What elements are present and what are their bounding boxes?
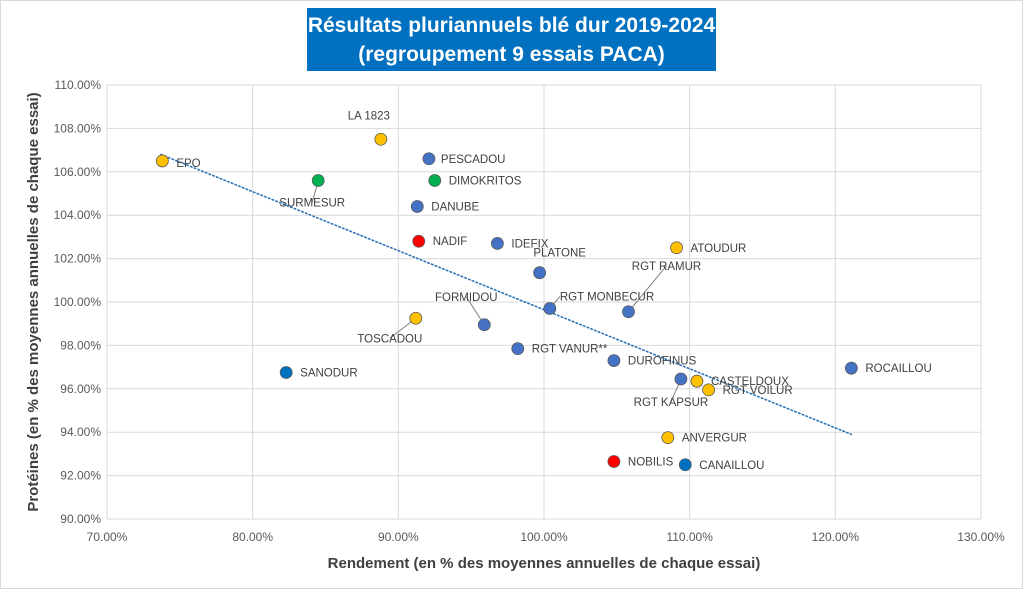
chart-subtitle: (regroupement 9 essais PACA) <box>358 43 665 66</box>
data-label: DUROFINUS <box>628 356 697 368</box>
data-point <box>670 241 683 255</box>
gridlines <box>106 84 982 520</box>
data-label: RGT VANUR** <box>532 344 608 356</box>
y-tick-label: 90.00% <box>60 512 101 526</box>
data-point <box>543 302 557 315</box>
x-tick-label: 130.00% <box>957 530 1005 544</box>
y-tick-label: 98.00% <box>60 338 101 352</box>
data-label: ROCAILLOU <box>865 363 931 375</box>
data-point <box>533 266 547 280</box>
data-point <box>511 342 525 356</box>
data-point <box>661 431 675 445</box>
data-point <box>844 361 858 375</box>
data-label: DIMOKRITOS <box>449 175 522 187</box>
data-point <box>690 374 704 388</box>
x-tick-label: 110.00% <box>666 530 713 544</box>
x-tick-label: 90.00% <box>378 530 419 544</box>
data-label: PESCADOU <box>441 154 506 166</box>
y-tick-label: 110.00% <box>55 78 102 92</box>
data-label: RGT VOILUR <box>723 385 793 397</box>
data-label: PLATONE <box>533 248 586 260</box>
data-point <box>428 174 442 187</box>
data-label: ANVERGUR <box>682 433 747 445</box>
y-tick-label: 96.00% <box>60 382 101 396</box>
y-tick-label: 94.00% <box>60 425 101 439</box>
data-label: RGT MONBECUR <box>560 292 654 304</box>
data-label: SANODUR <box>300 368 358 380</box>
y-tick-label: 106.00% <box>54 165 102 179</box>
y-tick-label: 92.00% <box>60 469 101 483</box>
data-label: DANUBE <box>431 202 479 214</box>
data-point <box>477 318 491 332</box>
data-label: CANAILLOU <box>699 460 764 472</box>
data-point <box>311 174 325 187</box>
data-label: RGT RAMUR <box>632 261 701 273</box>
data-point <box>422 152 436 166</box>
y-tick-label: 104.00% <box>54 208 102 222</box>
leader-line <box>628 265 667 313</box>
y-tick-label: 100.00% <box>54 295 102 309</box>
data-label: TOSCADOU <box>357 333 422 345</box>
data-point <box>374 132 388 146</box>
data-point <box>279 366 293 379</box>
data-point <box>409 311 423 325</box>
data-label: NADIF <box>433 236 468 248</box>
x-tick-label: 70.00% <box>87 530 128 544</box>
trendline <box>160 153 853 436</box>
y-tick-label: 102.00% <box>54 252 102 266</box>
data-label: ATOUDUR <box>691 243 747 255</box>
data-point <box>412 234 426 248</box>
x-tick-label: 100.00% <box>520 530 568 544</box>
data-label: EPO <box>176 158 200 170</box>
x-tick-label: 80.00% <box>232 530 273 544</box>
data-point <box>702 383 716 397</box>
data-point <box>410 200 424 213</box>
data-points <box>155 132 858 472</box>
data-point <box>490 237 504 250</box>
data-label: IDEFIX <box>511 238 548 250</box>
data-point <box>678 458 692 472</box>
data-point <box>674 372 688 386</box>
data-label: RGT KAPSUR <box>634 397 709 409</box>
tick-labels: 90.00% 92.00% 94.00% 96.00% 98.00% 100.00% 102… <box>54 78 1005 544</box>
data-point <box>155 154 169 168</box>
data-point <box>607 354 621 367</box>
trendline-group <box>160 153 853 436</box>
data-label: LA 1823 <box>348 110 390 122</box>
data-label: NOBILIS <box>628 456 674 468</box>
data-label: SURMESUR <box>279 197 345 209</box>
data-label: CASTELDOUX <box>711 376 789 388</box>
y-tick-label: 108.00% <box>54 121 102 135</box>
data-point <box>607 455 621 468</box>
y-axis-title: Protéines (en % des moyennes annuelles d… <box>25 92 42 511</box>
x-tick-label: 120.00% <box>812 530 860 544</box>
point-labels: EPO LA 1823 PESCADOU DIMOKRITOS SURMESUR DANU… <box>176 110 931 472</box>
data-point <box>622 305 635 319</box>
chart-title-box: Résultats pluriannuels blé dur 2019-2024… <box>307 8 716 71</box>
x-axis-title: Rendement (en % des moyennes annuelles d… <box>328 555 761 572</box>
chart-title: Résultats pluriannuels blé dur 2019-2024 <box>307 14 716 37</box>
data-label: FORMIDOU <box>435 292 498 304</box>
